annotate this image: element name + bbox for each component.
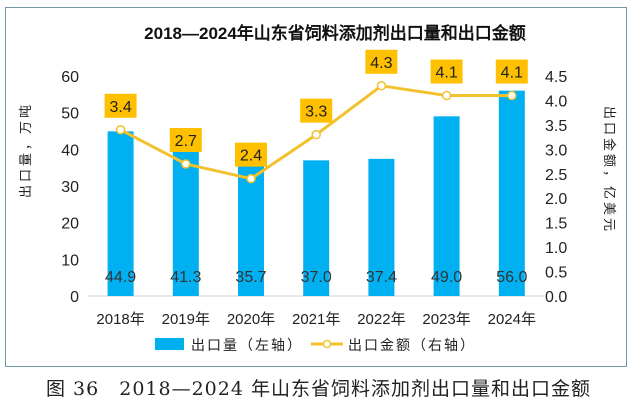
y-tick-right: 2.5 (545, 167, 567, 184)
line-point (181, 159, 191, 169)
x-tick-label: 2022年 (357, 311, 405, 328)
chart-title: 2018—2024年山东省饲料添加剂出口量和出口金额 (144, 23, 526, 43)
y-axis-label-right: 出口金额，亿美元 (602, 106, 617, 234)
y-tick-left: 60 (61, 69, 79, 86)
line-data-label: 2.4 (240, 148, 262, 165)
legend-bar-swatch (155, 338, 184, 350)
line-point (376, 81, 387, 91)
line-label-box (104, 93, 137, 118)
line-label-box (365, 49, 398, 74)
bar-data-label: 41.3 (170, 269, 201, 286)
line-data-label: 4.3 (370, 55, 392, 72)
bar (433, 116, 460, 296)
line-point (115, 125, 126, 135)
line-label-box (495, 59, 528, 84)
x-tick-label: 2021年 (292, 311, 340, 328)
line-point (246, 173, 256, 184)
line-point (507, 90, 517, 101)
line-point (311, 129, 321, 140)
y-tick-right: 0.0 (545, 289, 567, 306)
bar-data-label: 49.0 (431, 269, 462, 286)
legend-line-label: 出口金额（右轴） (348, 337, 476, 353)
bar-data-label: 37.4 (366, 269, 397, 286)
bar (498, 90, 525, 297)
line-label-box (430, 59, 463, 84)
x-tick-label: 2019年 (162, 311, 210, 328)
x-tick-label: 2020年 (227, 311, 275, 328)
line-data-label: 2.7 (175, 133, 197, 150)
line-data-label: 3.3 (305, 104, 327, 121)
line-data-label: 3.4 (109, 99, 131, 116)
y-tick-right: 2.0 (545, 191, 567, 208)
y-tick-right: 3.5 (545, 118, 567, 135)
y-tick-left: 30 (61, 179, 79, 196)
figure-caption: 图 36 2018—2024 年山东省饲料添加剂出口量和出口金额 (46, 378, 591, 400)
bar (303, 160, 330, 296)
legend-bar-label: 出口量（左轴） (191, 337, 303, 353)
bar-data-label: 44.9 (105, 269, 136, 286)
y-tick-left: 40 (61, 142, 79, 159)
y-tick-right: 0.5 (545, 265, 567, 282)
chart-frame (5, 7, 627, 367)
bar-data-label: 37.0 (301, 269, 332, 286)
bar (368, 158, 395, 296)
line-label-box (300, 98, 333, 123)
y-tick-right: 1.0 (545, 240, 567, 257)
y-tick-right: 1.5 (545, 216, 567, 233)
x-tick-label: 2023年 (422, 311, 470, 328)
y-tick-right: 4.5 (545, 69, 567, 86)
bar-data-label: 56.0 (496, 269, 527, 286)
bar (107, 131, 134, 296)
line-point (441, 90, 452, 101)
x-tick-label: 2024年 (488, 311, 536, 328)
y-tick-right: 3.0 (545, 142, 567, 159)
y-tick-left: 10 (61, 252, 79, 269)
y-tick-left: 20 (61, 216, 79, 233)
line-label-box (235, 142, 267, 167)
y-axis-label-left: 出口量，万吨 (18, 102, 33, 198)
bar (172, 144, 199, 296)
x-tick-label: 2018年 (96, 311, 144, 328)
line-data-label: 4.1 (501, 65, 523, 82)
line-label-box (169, 128, 202, 152)
line-data-label: 4.1 (435, 65, 457, 82)
y-tick-right: 4.0 (545, 93, 567, 110)
bar (238, 165, 264, 296)
y-tick-left: 0 (70, 289, 79, 306)
legend-line-marker (322, 339, 332, 349)
bar-data-label: 35.7 (235, 269, 266, 286)
y-tick-left: 50 (61, 106, 79, 123)
